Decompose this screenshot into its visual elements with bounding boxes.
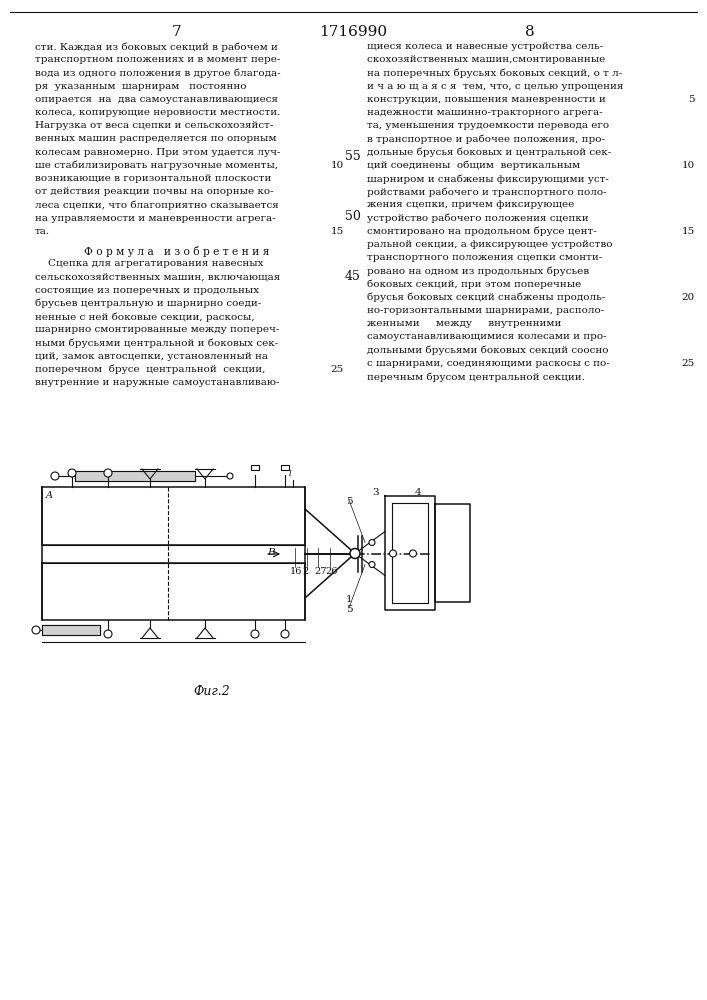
- Text: с шарнирами, соединяющими раскосы с по-: с шарнирами, соединяющими раскосы с по-: [367, 359, 609, 368]
- Text: перечным брусом центральной секции.: перечным брусом центральной секции.: [367, 372, 585, 381]
- Text: 7: 7: [173, 25, 182, 39]
- Text: ными брусьями центральной и боковых сек-: ными брусьями центральной и боковых сек-: [35, 338, 279, 348]
- Text: транспортном положениях и в момент пере-: транспортном положениях и в момент пере-: [35, 55, 281, 64]
- Text: на поперечных брусьях боковых секций, о т л-: на поперечных брусьях боковых секций, о …: [367, 68, 622, 78]
- Text: внутренние и наружные самоустанавливаю-: внутренние и наружные самоустанавливаю-: [35, 378, 279, 387]
- Text: но-горизонтальными шарнирами, располо-: но-горизонтальными шарнирами, располо-: [367, 306, 604, 315]
- Text: ненные с ней боковые секции, раскосы,: ненные с ней боковые секции, раскосы,: [35, 312, 255, 322]
- Text: сельскохозяйственных машин, включающая: сельскохозяйственных машин, включающая: [35, 272, 280, 281]
- Text: дольные брусья боковых и центральной сек-: дольные брусья боковых и центральной сек…: [367, 148, 612, 157]
- Text: дольными брусьями боковых секций соосно: дольными брусьями боковых секций соосно: [367, 346, 609, 355]
- Text: брусья боковых секций снабжены продоль-: брусья боковых секций снабжены продоль-: [367, 293, 605, 302]
- Text: ря  указанным  шарнирам   постоянно: ря указанным шарнирам постоянно: [35, 82, 247, 91]
- Text: щиеся колеса и навесные устройства сель-: щиеся колеса и навесные устройства сель-: [367, 42, 603, 51]
- Text: ше стабилизировать нагрузочные моменты,: ше стабилизировать нагрузочные моменты,: [35, 161, 278, 170]
- Text: ровано на одном из продольных брусьев: ровано на одном из продольных брусьев: [367, 266, 589, 276]
- Text: 2: 2: [302, 567, 308, 576]
- Text: 10: 10: [331, 161, 344, 170]
- Text: в транспортное и рабочее положения, про-: в транспортное и рабочее положения, про-: [367, 134, 605, 144]
- Text: 8: 8: [525, 25, 534, 39]
- Text: скохозяйственных машин,смонтированные: скохозяйственных машин,смонтированные: [367, 55, 605, 64]
- Text: Сцепка для агрегатирования навесных: Сцепка для агрегатирования навесных: [35, 259, 264, 268]
- Text: поперечном  брусе  центральной  секции,: поперечном брусе центральной секции,: [35, 365, 265, 374]
- Text: та.: та.: [35, 227, 50, 236]
- Circle shape: [104, 469, 112, 477]
- Circle shape: [281, 630, 289, 638]
- Text: Нагрузка от веса сцепки и сельскохозяйст-: Нагрузка от веса сцепки и сельскохозяйст…: [35, 121, 274, 130]
- Text: 25: 25: [331, 365, 344, 374]
- Text: брусьев центральную и шарнирно соеди-: брусьев центральную и шарнирно соеди-: [35, 299, 262, 308]
- Text: A: A: [46, 491, 53, 500]
- Text: 50: 50: [345, 210, 361, 223]
- Text: та, уменьшения трудоемкости перевода его: та, уменьшения трудоемкости перевода его: [367, 121, 609, 130]
- Text: сти. Каждая из боковых секций в рабочем и: сти. Каждая из боковых секций в рабочем …: [35, 42, 278, 51]
- Bar: [251, 465, 259, 470]
- Circle shape: [51, 472, 59, 480]
- Circle shape: [390, 550, 397, 557]
- Text: 5: 5: [689, 95, 695, 104]
- Text: ральной секции, а фиксирующее устройство: ральной секции, а фиксирующее устройство: [367, 240, 612, 249]
- Text: 1: 1: [346, 595, 353, 604]
- Text: 55: 55: [345, 150, 361, 163]
- Text: 15: 15: [682, 227, 695, 236]
- Text: состоящие из поперечных и продольных: состоящие из поперечных и продольных: [35, 286, 259, 295]
- Text: от действия реакции почвы на опорные ко-: от действия реакции почвы на опорные ко-: [35, 187, 274, 196]
- Text: ций соединены  общим  вертикальным: ций соединены общим вертикальным: [367, 161, 580, 170]
- Text: 3: 3: [372, 488, 379, 497]
- Text: 5: 5: [346, 605, 353, 614]
- Text: на управляемости и маневренности агрега-: на управляемости и маневренности агрега-: [35, 214, 276, 223]
- Text: боковых секций, при этом поперечные: боковых секций, при этом поперечные: [367, 280, 581, 289]
- Circle shape: [68, 469, 76, 477]
- Text: 16: 16: [290, 567, 303, 576]
- Text: 1716990: 1716990: [319, 25, 387, 39]
- Text: 4: 4: [415, 488, 421, 497]
- Text: 45: 45: [345, 270, 361, 283]
- Text: возникающие в горизонтальной плоскости: возникающие в горизонтальной плоскости: [35, 174, 271, 183]
- Text: 15: 15: [331, 227, 344, 236]
- Text: смонтировано на продольном брусе цент-: смонтировано на продольном брусе цент-: [367, 227, 597, 236]
- Circle shape: [251, 630, 259, 638]
- Text: 26: 26: [325, 567, 337, 576]
- Text: женными     между     внутренними: женными между внутренними: [367, 319, 561, 328]
- Text: самоустанавливающимися колесами и про-: самоустанавливающимися колесами и про-: [367, 332, 607, 341]
- Circle shape: [369, 540, 375, 546]
- Text: колесам равномерно. При этом удается луч-: колесам равномерно. При этом удается луч…: [35, 148, 281, 157]
- Text: 20: 20: [682, 293, 695, 302]
- Text: 25: 25: [682, 359, 695, 368]
- Text: шарниром и снабжены фиксирующими уст-: шарниром и снабжены фиксирующими уст-: [367, 174, 609, 184]
- Text: леса сцепки, что благоприятно сказывается: леса сцепки, что благоприятно сказываетс…: [35, 200, 279, 210]
- Text: 27: 27: [314, 567, 327, 576]
- Text: колеса, копирующие неровности местности.: колеса, копирующие неровности местности.: [35, 108, 281, 117]
- Text: 10: 10: [682, 161, 695, 170]
- Text: вода из одного положения в другое благода-: вода из одного положения в другое благод…: [35, 68, 281, 78]
- Bar: [281, 465, 289, 470]
- Circle shape: [227, 473, 233, 479]
- Text: и ч а ю щ а я с я  тем, что, с целью упрощения: и ч а ю щ а я с я тем, что, с целью упро…: [367, 82, 624, 91]
- Text: ройствами рабочего и транспортного поло-: ройствами рабочего и транспортного поло-: [367, 187, 607, 197]
- Text: шарнирно смонтированные между попереч-: шарнирно смонтированные между попереч-: [35, 325, 279, 334]
- Text: 5: 5: [346, 497, 353, 506]
- Text: l: l: [288, 470, 291, 478]
- Text: Ф о р м у л а   и з о б р е т е н и я: Ф о р м у л а и з о б р е т е н и я: [84, 246, 269, 257]
- Circle shape: [369, 562, 375, 568]
- Text: надежности машинно-тракторного агрега-: надежности машинно-тракторного агрега-: [367, 108, 602, 117]
- Text: Фиг.2: Фиг.2: [193, 685, 230, 698]
- Polygon shape: [42, 625, 100, 635]
- Text: жения сцепки, причем фиксирующее: жения сцепки, причем фиксирующее: [367, 200, 574, 209]
- Circle shape: [32, 626, 40, 634]
- Circle shape: [409, 550, 416, 557]
- Text: B: B: [267, 548, 274, 557]
- Circle shape: [350, 548, 360, 558]
- Text: конструкции, повышения маневренности и: конструкции, повышения маневренности и: [367, 95, 606, 104]
- Text: опирается  на  два самоустанавливающиеся: опирается на два самоустанавливающиеся: [35, 95, 278, 104]
- Circle shape: [104, 630, 112, 638]
- Polygon shape: [75, 471, 195, 481]
- Text: устройство рабочего положения сцепки: устройство рабочего положения сцепки: [367, 214, 589, 223]
- Text: транспортного положения сцепки смонти-: транспортного положения сцепки смонти-: [367, 253, 602, 262]
- Text: венных машин распределяется по опорным: венных машин распределяется по опорным: [35, 134, 276, 143]
- Text: ций, замок автосцепки, установленный на: ций, замок автосцепки, установленный на: [35, 352, 268, 361]
